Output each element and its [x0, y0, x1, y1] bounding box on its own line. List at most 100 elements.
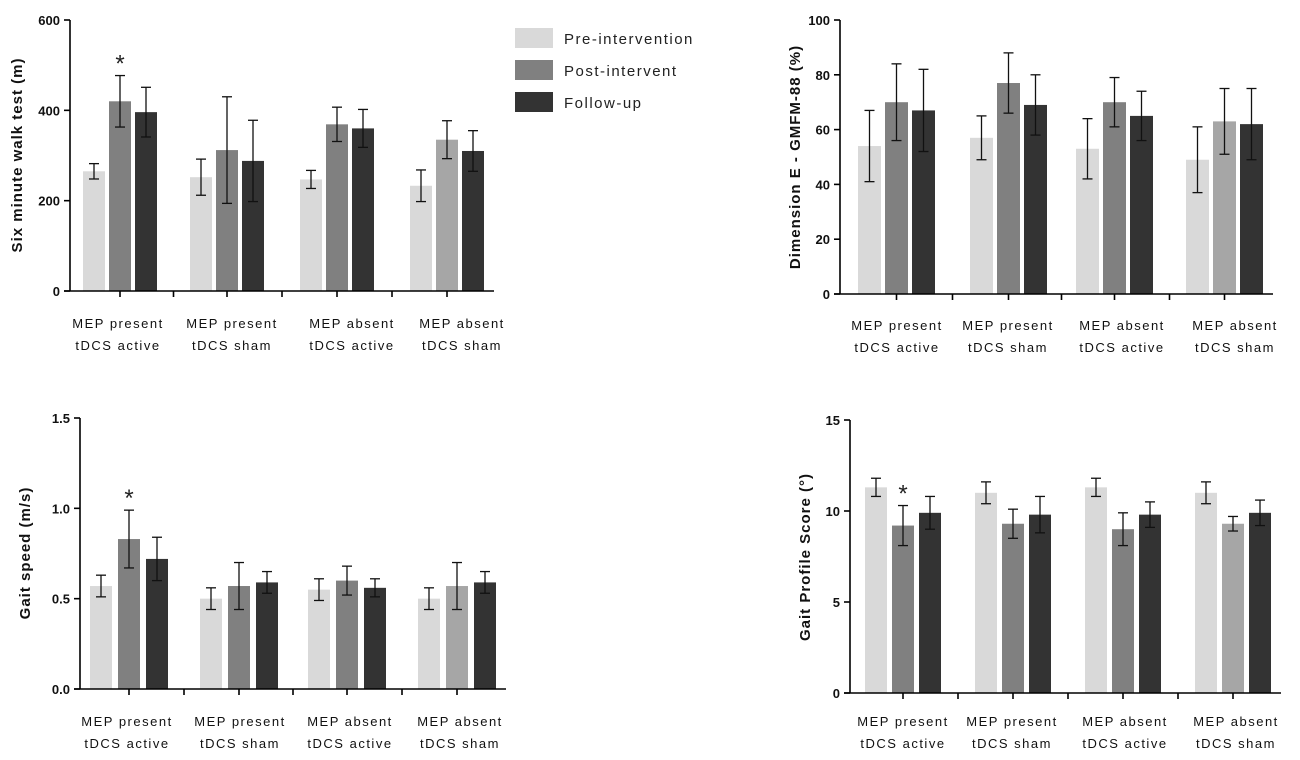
error-bar [248, 119, 258, 203]
category-label-line-2: tDCS sham [968, 340, 1048, 355]
bar-pre-intervention-group-3 [1076, 148, 1099, 294]
error-bar [314, 578, 324, 602]
error-bar [1201, 481, 1211, 505]
error-bar [1145, 501, 1155, 529]
category-label-line-1: MEP present [194, 714, 285, 729]
error-bar [442, 120, 452, 160]
error-bar [898, 504, 908, 547]
error-bar [1082, 117, 1093, 180]
bar-post-intervent-group-2 [216, 150, 238, 291]
y-tick-label: 1.5 [52, 411, 70, 426]
bar-post-intervent-group-3 [1112, 529, 1134, 693]
chart-panel-2: Dimension E - GMFM-88 (%) 0 20 40 60 80 100 MEP… [787, 13, 1278, 355]
bar-pre-intervention-group-1 [865, 487, 887, 693]
bar-follow-up-group-4 [462, 150, 484, 291]
bar-follow-up-group-1 [919, 512, 941, 693]
error-bar [1030, 74, 1041, 136]
error-bar [981, 481, 991, 505]
error-bar [262, 570, 272, 594]
error-bar [1118, 512, 1128, 547]
bar-follow-up-group-3 [364, 587, 386, 689]
category-label-line-1: MEP present [962, 318, 1053, 333]
category-label-line-1: MEP absent [309, 316, 395, 331]
category-label-line-2: tDCS sham [192, 338, 272, 353]
bar-post-intervent-group-4 [436, 139, 458, 291]
bar-post-intervent-group-3 [336, 580, 358, 689]
error-bar [480, 570, 490, 594]
bar-post-intervent-group-2 [1002, 523, 1024, 693]
bar-post-intervent-group-1 [109, 101, 131, 291]
error-bar [976, 115, 987, 161]
bar-post-intervent-group-1 [892, 525, 914, 693]
category-label-line-2: tDCS active [1079, 340, 1164, 355]
y-tick-label: 5 [833, 595, 840, 610]
legend-swatch [515, 92, 553, 112]
error-bar [1035, 495, 1045, 534]
error-bar [1003, 52, 1014, 114]
bar-pre-intervention-group-2 [975, 492, 997, 693]
error-bar [1228, 515, 1238, 532]
chart-panel-3: Gait speed (m/s) * 0.0 0.5 1.0 1.5 MEP present… [17, 411, 506, 751]
bar-follow-up-group-4 [1249, 512, 1271, 693]
bar-follow-up-group-3 [1139, 514, 1161, 693]
category-label-line-1: MEP absent [307, 714, 393, 729]
error-bar [1192, 126, 1203, 194]
bar-post-intervent-group-4 [1222, 523, 1244, 693]
category-label-line-1: MEP present [851, 318, 942, 333]
error-bar [141, 86, 151, 138]
category-label-line-2: tDCS active [854, 340, 939, 355]
bar-pre-intervention-group-2 [190, 177, 212, 291]
category-label-line-2: tDCS active [84, 736, 169, 751]
error-bar [89, 162, 99, 180]
bar-post-intervent-group-3 [326, 124, 348, 292]
error-bar [1255, 499, 1265, 527]
category-label-line-2: tDCS sham [422, 338, 502, 353]
error-bar [891, 63, 902, 142]
bar-post-intervent-group-4 [446, 586, 468, 689]
error-bar [124, 509, 134, 569]
y-axis-label: Six minute walk test (m) [9, 58, 26, 253]
legend-label: Follow-up [564, 95, 643, 112]
bar-follow-up-group-1 [912, 110, 935, 294]
bar-follow-up-group-3 [352, 128, 374, 291]
bar-post-intervent-group-1 [118, 539, 140, 689]
bar-post-intervent-group-3 [1103, 102, 1126, 294]
y-tick-label: 40 [816, 177, 830, 192]
bar-post-intervent-group-1 [885, 102, 908, 294]
category-label-line-2: tDCS sham [1196, 736, 1276, 751]
category-label-line-1: MEP present [966, 714, 1057, 729]
bar-pre-intervention-group-1 [83, 171, 105, 291]
bar-pre-intervention-group-3 [1085, 487, 1107, 693]
category-label-line-2: tDCS sham [972, 736, 1052, 751]
bar-follow-up-group-4 [1240, 124, 1263, 295]
category-label-line-2: tDCS active [860, 736, 945, 751]
error-bar [1008, 508, 1018, 539]
bar-pre-intervention-group-4 [410, 185, 432, 291]
category-label-line-1: MEP present [81, 714, 172, 729]
y-tick-label: 0.0 [52, 682, 70, 697]
category-label-line-1: MEP present [857, 714, 948, 729]
bar-pre-intervention-group-2 [970, 137, 993, 294]
y-tick-label: 10 [826, 504, 840, 519]
error-bar [468, 130, 478, 172]
legend-swatch [515, 60, 553, 80]
category-label-line-1: MEP present [186, 316, 277, 331]
bar-follow-up-group-1 [135, 112, 157, 291]
legend: Pre-intervention Post-intervent Follow-up [515, 28, 692, 112]
category-label-line-2: tDCS sham [420, 736, 500, 751]
error-bar [1109, 76, 1120, 128]
y-tick-label: 15 [826, 413, 840, 428]
y-tick-label: 0 [53, 284, 60, 299]
y-tick-label: 80 [816, 68, 830, 83]
error-bar [234, 561, 244, 611]
bar-pre-intervention-group-2 [200, 598, 222, 689]
error-bar [342, 565, 352, 596]
y-tick-label: 400 [38, 103, 60, 118]
category-label-line-1: MEP absent [1192, 318, 1278, 333]
chart-panel-1: Six minute walk test (m) * 0 200 400 600 MEP p… [9, 13, 503, 353]
y-tick-label: 200 [38, 194, 60, 209]
category-label-line-2: tDCS active [309, 338, 394, 353]
y-axis-label: Gait Profile Score (°) [797, 473, 814, 641]
bar-post-intervent-group-2 [228, 586, 250, 689]
category-label-line-1: MEP absent [1193, 714, 1279, 729]
